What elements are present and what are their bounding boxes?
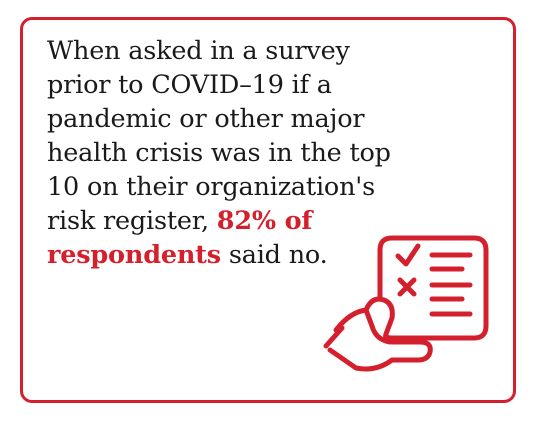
statement-line-7: respondents said no. [47, 238, 427, 272]
statement-line-2: prior to COVID–19 if a [47, 70, 332, 100]
highlight-percentage: 82% of [216, 206, 313, 236]
stat-statement: When asked in a survey prior to COVID–19… [47, 34, 427, 272]
statement-line-6-prefix: risk register, [47, 206, 217, 236]
statement-line-4: health crisis was in the top [47, 138, 391, 168]
hand-holding-checklist-icon [323, 235, 489, 372]
statement-line-7-suffix: said no. [220, 240, 328, 270]
statement-line-6: risk register, 82% of [47, 204, 427, 238]
statement-line-3: pandemic or other major [47, 104, 365, 134]
statement-line-5: 10 on their organization's [47, 172, 376, 202]
highlight-respondents: respondents [47, 240, 221, 270]
statement-line-1: When asked in a survey [47, 36, 350, 66]
